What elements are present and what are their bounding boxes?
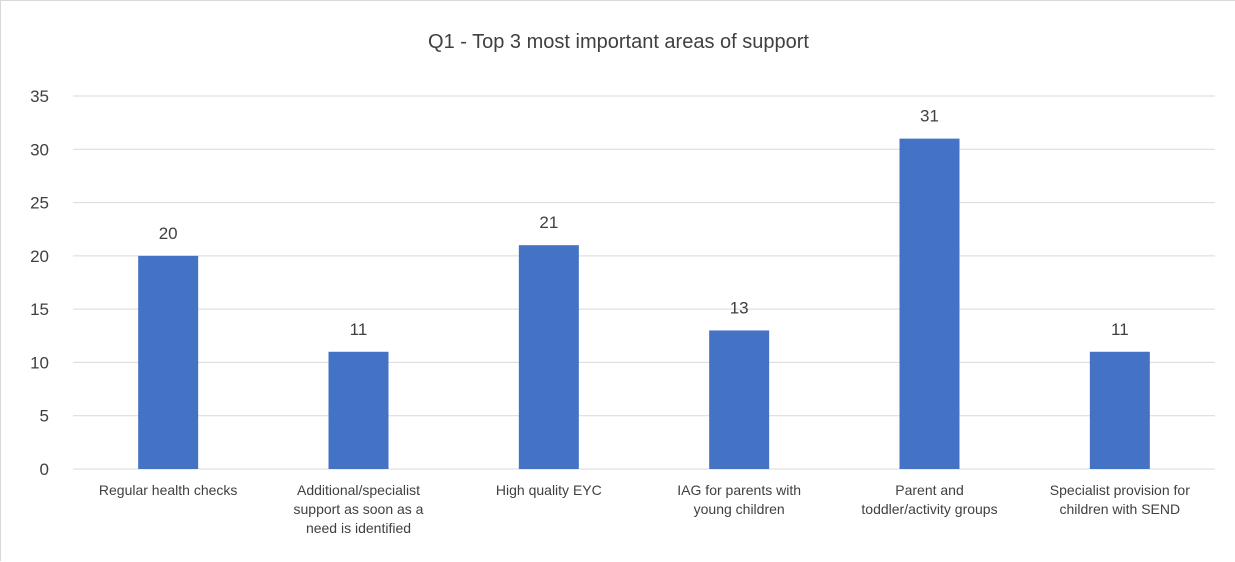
data-label: 13 (730, 298, 749, 317)
x-tick-label: Parent and toddler/activity groups (861, 482, 997, 517)
bar (1089, 351, 1150, 469)
bar (518, 245, 579, 469)
bar (709, 330, 770, 469)
x-tick-label: IAG for parents with young children (677, 482, 801, 517)
data-label: 21 (539, 213, 558, 232)
y-tick-label: 25 (30, 194, 49, 213)
bar (899, 138, 960, 469)
data-label: 31 (920, 107, 939, 126)
data-label: 11 (350, 320, 368, 339)
data-label: 11 (1111, 320, 1129, 339)
x-tick-label: Specialist provision for children with SE… (1050, 482, 1190, 517)
x-tick-label: Regular health checks (99, 482, 238, 498)
chart-title: Q1 - Top 3 most important areas of suppo… (428, 31, 809, 53)
x-tick-label: Additional/specialist support as soon as … (294, 482, 424, 536)
bar (138, 255, 199, 469)
y-tick-label: 30 (30, 140, 49, 159)
y-tick-label: 5 (40, 407, 49, 426)
bar (328, 351, 389, 469)
y-tick-label: 0 (40, 460, 49, 479)
y-tick-label: 10 (30, 353, 49, 372)
y-tick-label: 35 (30, 87, 49, 106)
data-label: 20 (159, 224, 178, 243)
x-tick-label: High quality EYC (496, 482, 602, 498)
y-tick-label: 20 (30, 247, 49, 266)
y-tick-label: 15 (30, 300, 49, 319)
